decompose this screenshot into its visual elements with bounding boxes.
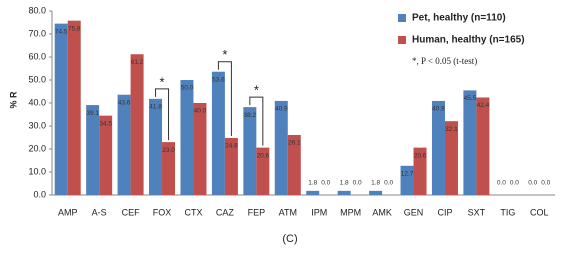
bar bbox=[180, 80, 194, 195]
x-tick-label: TIG bbox=[500, 207, 515, 217]
significance-star: * bbox=[222, 47, 227, 62]
value-label: 40.9 bbox=[275, 106, 288, 113]
significance-star: * bbox=[160, 74, 165, 89]
value-label: 42.4 bbox=[477, 102, 490, 109]
x-tick-label: CIP bbox=[437, 207, 452, 217]
x-tick-label: SXT bbox=[468, 207, 486, 217]
bar bbox=[400, 165, 414, 195]
x-tick-label: COL bbox=[530, 207, 549, 217]
bar bbox=[224, 137, 238, 195]
x-tick-label: AMP bbox=[58, 207, 78, 217]
bar bbox=[287, 134, 301, 195]
legend-label: Pet, healthy (n=110) bbox=[412, 13, 506, 24]
note: *, P < 0.05 (t-test) bbox=[412, 56, 477, 66]
x-tick-label: CAZ bbox=[216, 207, 235, 217]
value-label: 0.0 bbox=[384, 180, 393, 187]
value-label: 45.5 bbox=[464, 95, 477, 102]
value-label: 24.8 bbox=[225, 143, 238, 150]
value-label: 74.5 bbox=[55, 28, 68, 35]
value-label: 1.8 bbox=[308, 180, 317, 187]
x-tick-label: GEN bbox=[404, 207, 424, 217]
significance-bracket bbox=[249, 96, 264, 146]
y-axis-label: % R bbox=[8, 91, 18, 109]
bar bbox=[149, 98, 163, 195]
y-tick-label: 30.0 bbox=[28, 120, 46, 130]
value-label: 0.0 bbox=[510, 180, 519, 187]
caption: (C) bbox=[282, 233, 297, 245]
bar bbox=[413, 147, 427, 195]
bar bbox=[337, 190, 351, 195]
value-label: 34.5 bbox=[99, 120, 112, 127]
y-tick-label: 10.0 bbox=[28, 166, 46, 176]
legend-swatch bbox=[398, 36, 406, 44]
x-tick-label: FOX bbox=[153, 207, 172, 217]
x-tick-label: IPM bbox=[311, 207, 327, 217]
y-tick-label: 70.0 bbox=[28, 28, 46, 38]
bar bbox=[243, 107, 257, 195]
y-tick-label: 40.0 bbox=[28, 97, 46, 107]
x-tick-label: CTX bbox=[184, 207, 202, 217]
y-tick-label: 50.0 bbox=[28, 74, 46, 84]
bar bbox=[476, 97, 490, 195]
bar bbox=[463, 90, 477, 195]
bar bbox=[86, 105, 100, 195]
value-label: 20.6 bbox=[414, 152, 427, 159]
x-tick-label: CEF bbox=[122, 207, 141, 217]
value-label: 43.6 bbox=[118, 99, 131, 106]
bar bbox=[117, 94, 131, 195]
bar bbox=[130, 54, 144, 195]
value-label: 38.2 bbox=[244, 112, 257, 119]
value-label: 32.1 bbox=[445, 126, 458, 133]
value-label: 0.0 bbox=[321, 180, 330, 187]
value-label: 41.8 bbox=[149, 104, 162, 111]
y-tick-label: 0.0 bbox=[33, 189, 46, 199]
y-tick-label: 20.0 bbox=[28, 143, 46, 153]
significance-star: * bbox=[254, 83, 259, 98]
y-tick-label: 80.0 bbox=[28, 5, 46, 15]
value-label: 0.0 bbox=[528, 180, 537, 187]
bar bbox=[369, 190, 383, 195]
value-label: 50.0 bbox=[181, 85, 194, 92]
x-tick-label: A-S bbox=[92, 207, 107, 217]
x-tick-label: ATM bbox=[279, 207, 297, 217]
bar bbox=[274, 100, 288, 195]
value-label: 0.0 bbox=[541, 180, 550, 187]
value-label: 12.7 bbox=[401, 171, 414, 178]
bar bbox=[67, 20, 81, 195]
value-label: 53.6 bbox=[212, 76, 225, 83]
bar bbox=[431, 100, 445, 195]
value-label: 39.1 bbox=[86, 110, 99, 117]
legend-label: Human, healthy (n=165) bbox=[412, 35, 525, 46]
value-label: 0.0 bbox=[497, 180, 506, 187]
x-tick-label: MPM bbox=[340, 207, 361, 217]
bar bbox=[162, 142, 176, 195]
bar bbox=[211, 71, 225, 195]
legend-swatch bbox=[398, 14, 406, 22]
bar bbox=[306, 190, 320, 195]
y-tick-label: 60.0 bbox=[28, 51, 46, 61]
bar bbox=[54, 23, 68, 196]
value-label: 26.1 bbox=[288, 140, 301, 147]
bar bbox=[444, 121, 458, 195]
significance-bracket bbox=[155, 88, 170, 141]
value-label: 61.2 bbox=[131, 59, 144, 66]
x-tick-label: FEP bbox=[248, 207, 266, 217]
value-label: 40.0 bbox=[194, 108, 207, 115]
value-label: 20.6 bbox=[257, 152, 270, 159]
significance-bracket bbox=[217, 61, 232, 136]
bar bbox=[256, 147, 270, 195]
value-label: 1.8 bbox=[371, 180, 380, 187]
value-label: 75.8 bbox=[68, 25, 81, 32]
value-label: 1.8 bbox=[340, 180, 349, 187]
value-label: 23.0 bbox=[162, 147, 175, 154]
bar bbox=[193, 103, 207, 195]
value-label: 40.9 bbox=[432, 106, 445, 113]
bar bbox=[99, 115, 113, 195]
x-tick-label: AMK bbox=[372, 207, 392, 217]
value-label: 0.0 bbox=[353, 180, 362, 187]
